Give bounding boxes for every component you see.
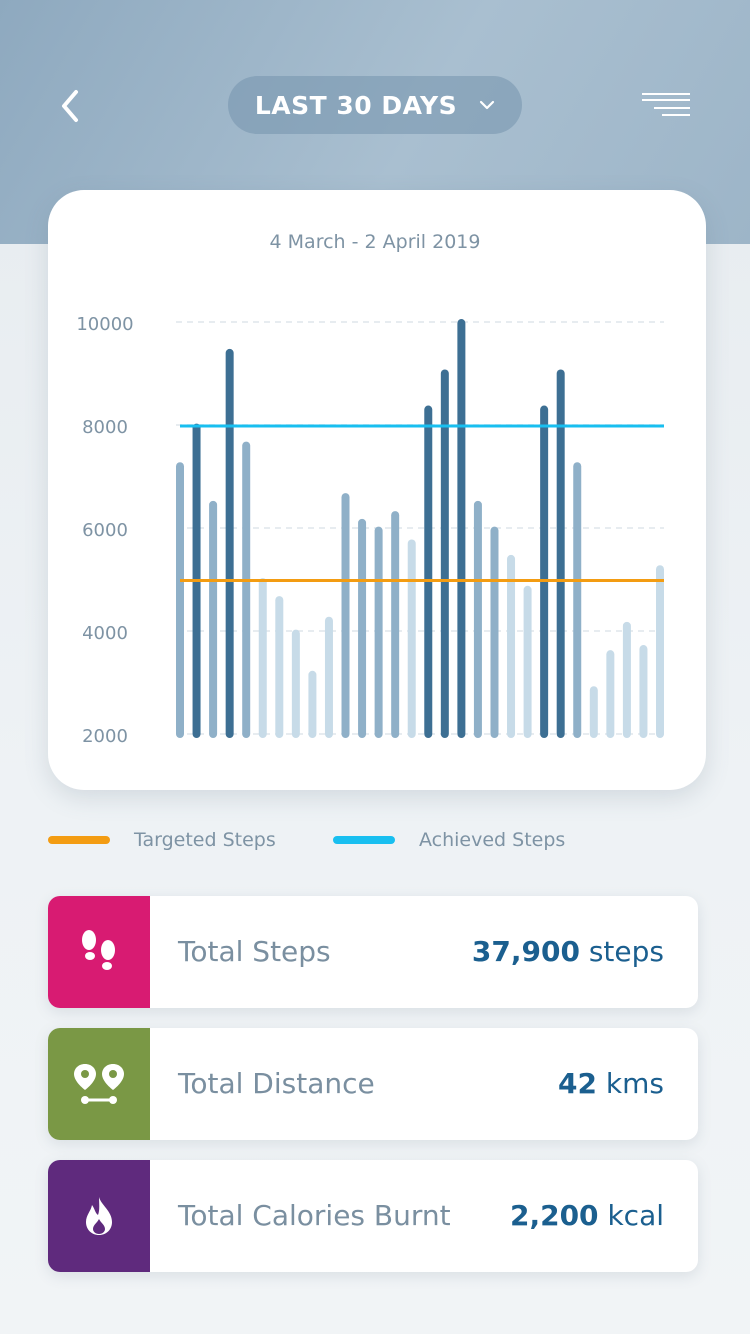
y-tick-label: 8000 [82,417,128,438]
chart-card: 4 March - 2 April 2019 10000 8000 6000 4000… [48,190,706,790]
stat-number-distance: 42 [558,1067,598,1100]
legend-item-targeted: Targeted Steps [48,824,276,856]
y-tick-label: 2000 [82,726,128,747]
hamburger-menu-icon [642,93,690,116]
legend-swatch-achieved [333,836,395,844]
stat-label-steps: Total Steps [178,935,331,968]
y-tick-label: 10000 [76,314,133,335]
stat-value-steps: 37,900 steps [472,896,664,1008]
legend-swatch-targeted [48,836,110,844]
stat-label-calories: Total Calories Burnt [178,1199,451,1232]
back-button[interactable] [50,82,90,130]
footsteps-icon [82,930,115,970]
stat-card-total-calories[interactable]: Total Calories Burnt 2,200 kcal [48,1160,698,1272]
stat-unit-calories: kcal [607,1199,664,1232]
stat-value-distance: 42 kms [558,1028,664,1140]
stat-number-calories: 2,200 [509,1199,599,1232]
stat-number-steps: 37,900 [471,935,580,968]
y-tick-label: 6000 [82,520,128,541]
stat-icon-box-distance [48,1028,150,1140]
stat-icon-box-calories [48,1160,150,1272]
menu-button[interactable] [640,88,692,122]
chevron-left-icon [62,90,78,122]
chart-date-range: 4 March - 2 April 2019 [270,231,481,253]
stat-label-distance: Total Distance [178,1067,375,1100]
stat-card-total-distance[interactable]: Total Distance 42 kms [48,1028,698,1140]
legend-item-achieved: Achieved Steps [333,824,565,856]
legend-label-targeted: Targeted Steps [134,829,276,851]
period-selector[interactable]: LAST 30 DAYS [228,76,522,134]
stat-unit-steps: steps [588,935,664,968]
legend-label-achieved: Achieved Steps [419,829,566,851]
period-label: LAST 30 DAYS [254,90,458,120]
flame-icon [86,1197,112,1235]
chevron-down-icon [480,100,495,110]
stat-card-total-steps[interactable]: Total Steps 37,900 steps [48,896,698,1008]
chart-legend: Targeted Steps Achieved Steps [48,824,708,856]
stat-icon-box-steps [48,896,150,1008]
stat-value-calories: 2,200 kcal [510,1160,664,1272]
y-tick-label: 4000 [82,623,128,644]
stat-unit-distance: kms [605,1067,664,1100]
map-pins-route-icon [74,1064,124,1104]
steps-bar-chart: 4 March - 2 April 2019 10000 8000 6000 4000… [76,231,664,747]
